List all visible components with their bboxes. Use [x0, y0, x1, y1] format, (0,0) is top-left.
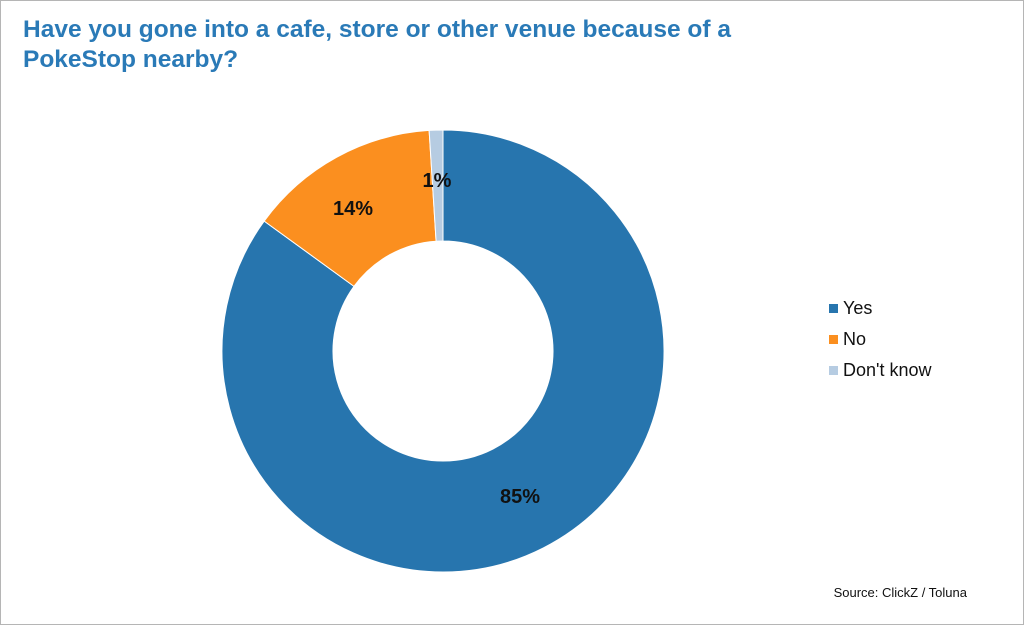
source-note: Source: ClickZ / Toluna: [833, 585, 967, 600]
data-label: 14%: [333, 198, 373, 220]
legend-label: No: [843, 329, 867, 349]
slice-don-t-know: [428, 129, 444, 242]
legend-swatch: [829, 304, 838, 313]
chart-title: Have you gone into a cafe, store or othe…: [23, 16, 731, 73]
legend-item: Yes: [829, 293, 931, 324]
legend-swatch: [829, 335, 838, 344]
legend: Yes No Don't know: [829, 293, 931, 386]
legend-item: No: [829, 324, 931, 355]
data-label: 1%: [423, 170, 452, 192]
legend-swatch: [829, 366, 838, 375]
legend-label: Yes: [843, 298, 873, 318]
slice-yes: [221, 129, 665, 573]
legend-label: Don't know: [843, 360, 932, 380]
legend-item: Don't know: [829, 355, 931, 386]
data-label: 85%: [500, 486, 540, 508]
